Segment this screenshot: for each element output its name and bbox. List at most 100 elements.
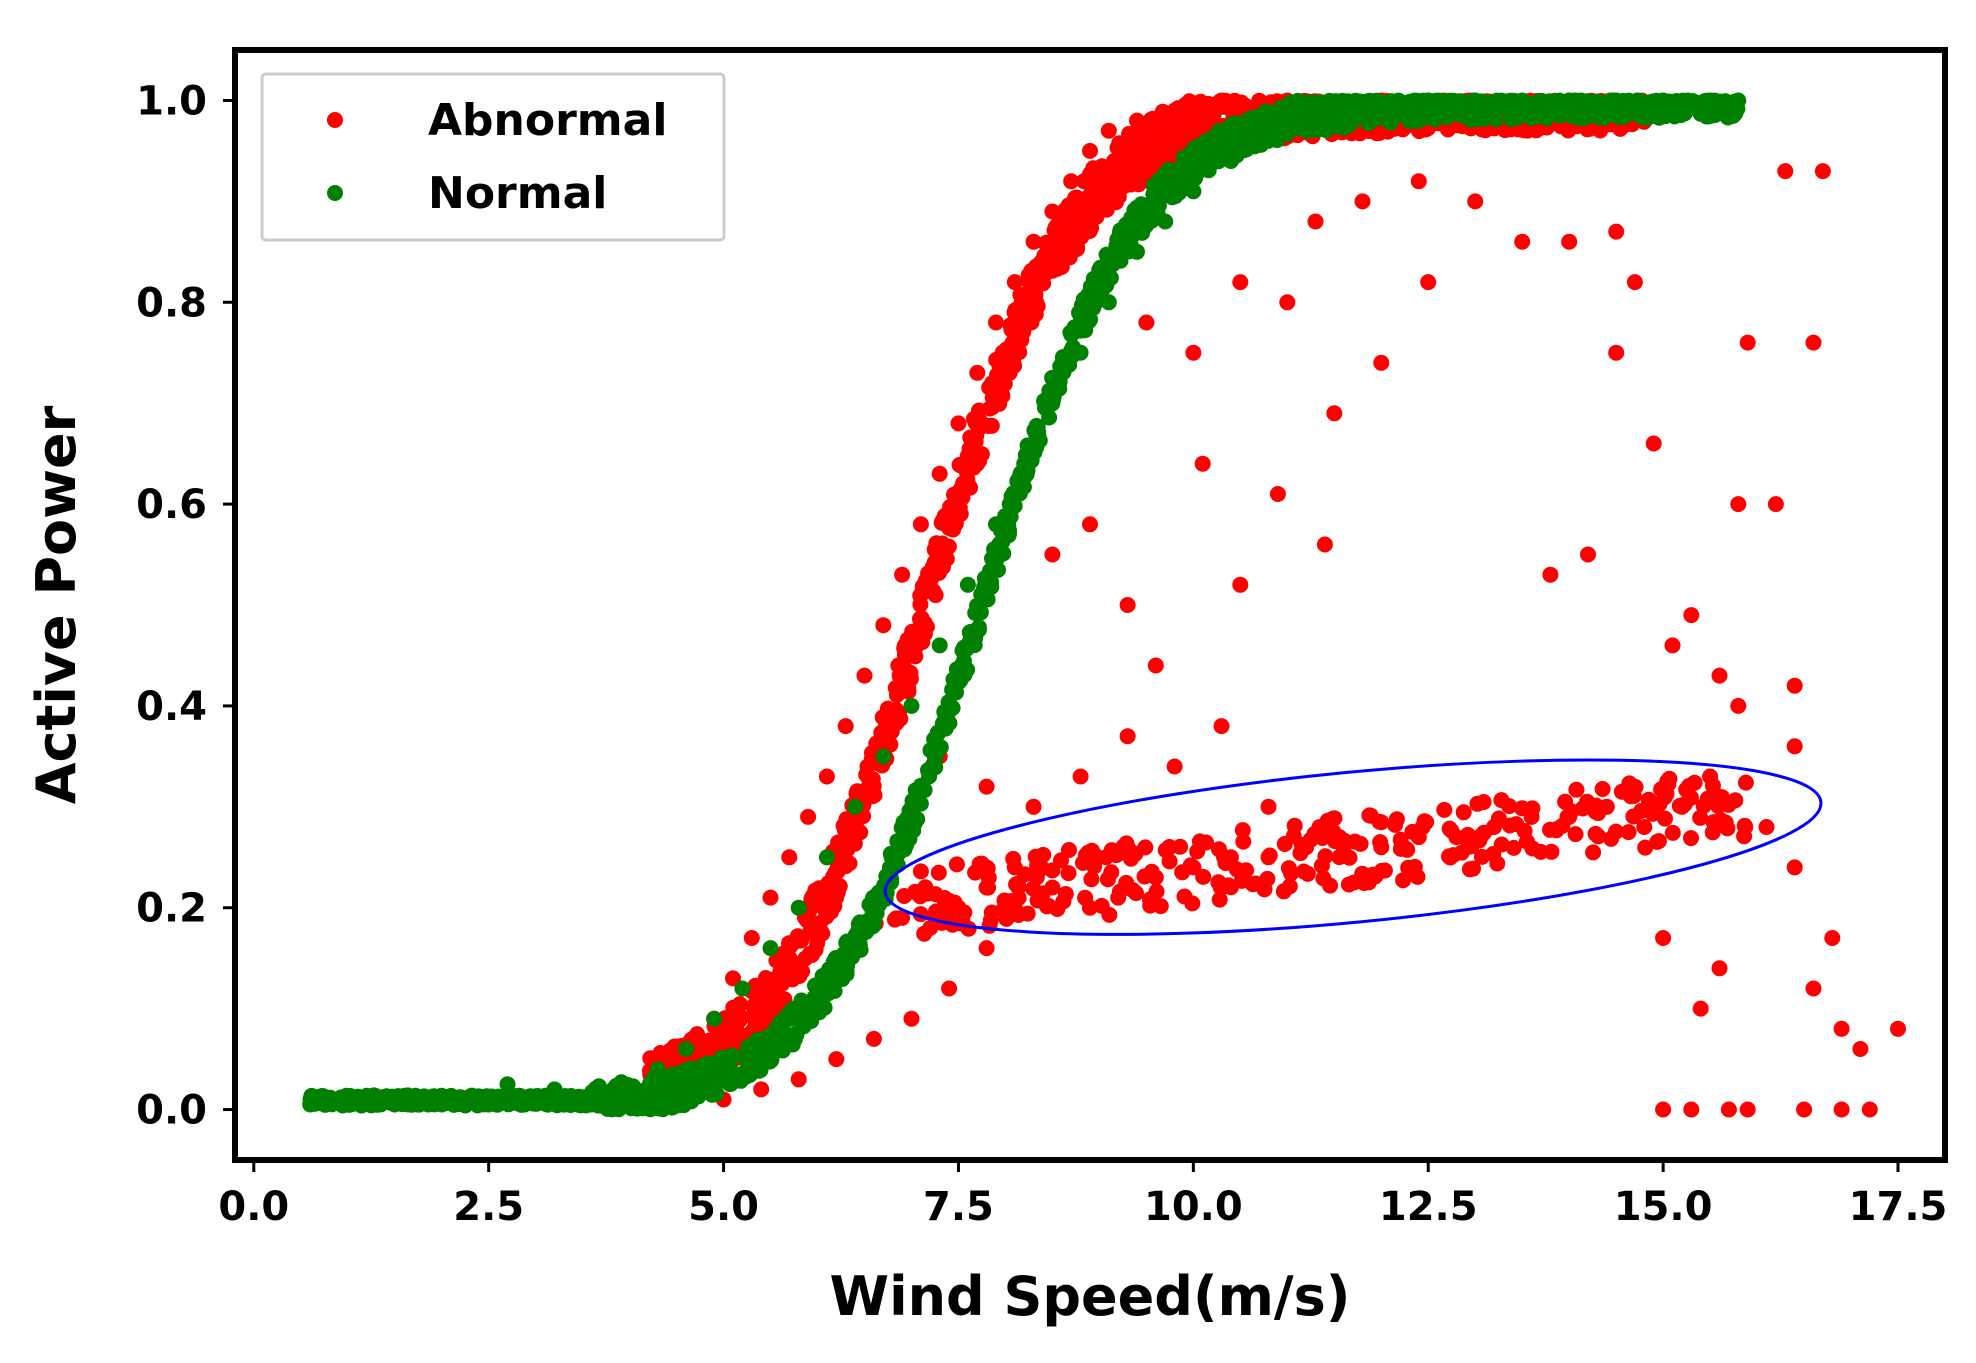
normal-point xyxy=(1702,92,1719,109)
normal-point xyxy=(735,1065,752,1082)
abnormal-point xyxy=(1060,865,1077,882)
abnormal-point xyxy=(1083,871,1100,888)
normal-point xyxy=(948,684,964,701)
normal-point xyxy=(1190,139,1207,156)
normal-point xyxy=(1730,92,1747,109)
normal-point xyxy=(927,759,944,776)
abnormal-point xyxy=(1567,826,1584,843)
abnormal-point xyxy=(1234,822,1251,839)
abnormal-point xyxy=(1561,233,1578,250)
abnormal-point xyxy=(972,413,989,430)
normal-point xyxy=(1187,170,1203,187)
abnormal-point xyxy=(1276,836,1293,852)
abnormal-point xyxy=(1161,853,1178,870)
abnormal-point xyxy=(809,935,826,951)
normal-point xyxy=(786,1026,803,1043)
normal-point xyxy=(1420,92,1437,109)
abnormal-point xyxy=(1354,193,1371,210)
abnormal-point xyxy=(1037,253,1054,270)
normal-point xyxy=(903,697,920,714)
normal-point xyxy=(1244,136,1261,153)
abnormal-point xyxy=(1129,112,1145,129)
abnormal-point xyxy=(773,975,790,992)
abnormal-point xyxy=(1409,868,1426,885)
normal-point xyxy=(910,785,926,802)
normal-point xyxy=(1100,294,1117,311)
abnormal-point xyxy=(1232,274,1249,291)
abnormal-point xyxy=(1655,930,1672,946)
abnormal-point xyxy=(1704,777,1721,794)
x-axis-label: Wind Speed(m/s) xyxy=(830,1265,1351,1328)
normal-point xyxy=(847,798,864,815)
abnormal-point xyxy=(1524,800,1541,817)
y-axis: 0.0 0.2 0.4 0.6 0.8 1.0 xyxy=(136,78,235,1134)
normal-point xyxy=(494,1090,511,1107)
abnormal-point xyxy=(829,884,846,901)
normal-point xyxy=(818,849,835,866)
abnormal-point xyxy=(1269,486,1286,502)
x-tick-label: 10.0 xyxy=(1144,1184,1243,1230)
normal-point xyxy=(1279,126,1296,143)
normal-point xyxy=(1561,92,1578,109)
normal-point xyxy=(1621,97,1637,114)
abnormal-point xyxy=(1160,129,1177,146)
x-tick-label: 2.5 xyxy=(453,1184,524,1230)
abnormal-point xyxy=(1166,102,1183,119)
normal-point xyxy=(546,1081,563,1098)
abnormal-point xyxy=(1194,455,1211,472)
abnormal-point xyxy=(1683,607,1700,624)
abnormal-point xyxy=(1833,1020,1850,1037)
abnormal-point xyxy=(1082,142,1098,159)
abnormal-point xyxy=(1286,817,1303,834)
normal-point xyxy=(302,1096,319,1113)
abnormal-point xyxy=(865,1030,882,1047)
abnormal-point xyxy=(1711,667,1728,684)
abnormal-point xyxy=(1805,334,1822,351)
abnormal-point xyxy=(1106,192,1123,209)
abnormal-point xyxy=(1505,839,1522,856)
abnormal-point xyxy=(1166,758,1183,775)
normal-point xyxy=(866,903,883,920)
x-axis: 0.0 2.5 5.0 7.5 10.0 12.5 15.0 17.5 xyxy=(218,1160,1947,1230)
abnormal-point xyxy=(948,856,965,873)
abnormal-point xyxy=(762,889,779,906)
normal-point xyxy=(1101,247,1118,264)
abnormal-point xyxy=(731,1012,748,1029)
x-tick-label: 5.0 xyxy=(688,1184,759,1230)
abnormal-point xyxy=(1651,795,1668,812)
abnormal-point xyxy=(957,475,974,492)
normal-point xyxy=(1260,132,1277,149)
abnormal-point xyxy=(1083,842,1100,859)
normal-point xyxy=(1204,147,1221,164)
abnormal-point xyxy=(981,379,998,396)
abnormal-point xyxy=(1473,848,1490,865)
normal-point xyxy=(574,1089,591,1106)
abnormal-point xyxy=(1230,95,1247,112)
abnormal-point xyxy=(1347,833,1363,850)
abnormal-point xyxy=(1514,233,1531,250)
abnormal-point xyxy=(936,508,953,525)
abnormal-point xyxy=(1108,847,1125,864)
abnormal-point xyxy=(1143,863,1160,880)
abnormal-point xyxy=(1001,364,1018,381)
normal-point xyxy=(1168,182,1185,199)
normal-point xyxy=(1134,224,1151,241)
abnormal-point xyxy=(1128,168,1145,185)
normal-point xyxy=(549,1097,565,1114)
abnormal-point xyxy=(1261,847,1278,864)
normal-point xyxy=(1066,319,1083,336)
abnormal-point xyxy=(969,364,986,381)
abnormal-point xyxy=(1299,865,1316,882)
abnormal-point xyxy=(837,858,854,875)
normal-point xyxy=(1538,110,1555,127)
normal-point xyxy=(1011,485,1028,502)
abnormal-point xyxy=(1176,130,1193,147)
normal-point xyxy=(785,1010,802,1027)
abnormal-point xyxy=(936,891,952,908)
normal-point xyxy=(762,940,779,957)
abnormal-point xyxy=(799,913,816,929)
abnormal-point xyxy=(1664,637,1681,654)
abnormal-point xyxy=(790,1071,807,1088)
abnormal-point xyxy=(1388,811,1405,828)
abnormal-point xyxy=(1099,871,1116,888)
